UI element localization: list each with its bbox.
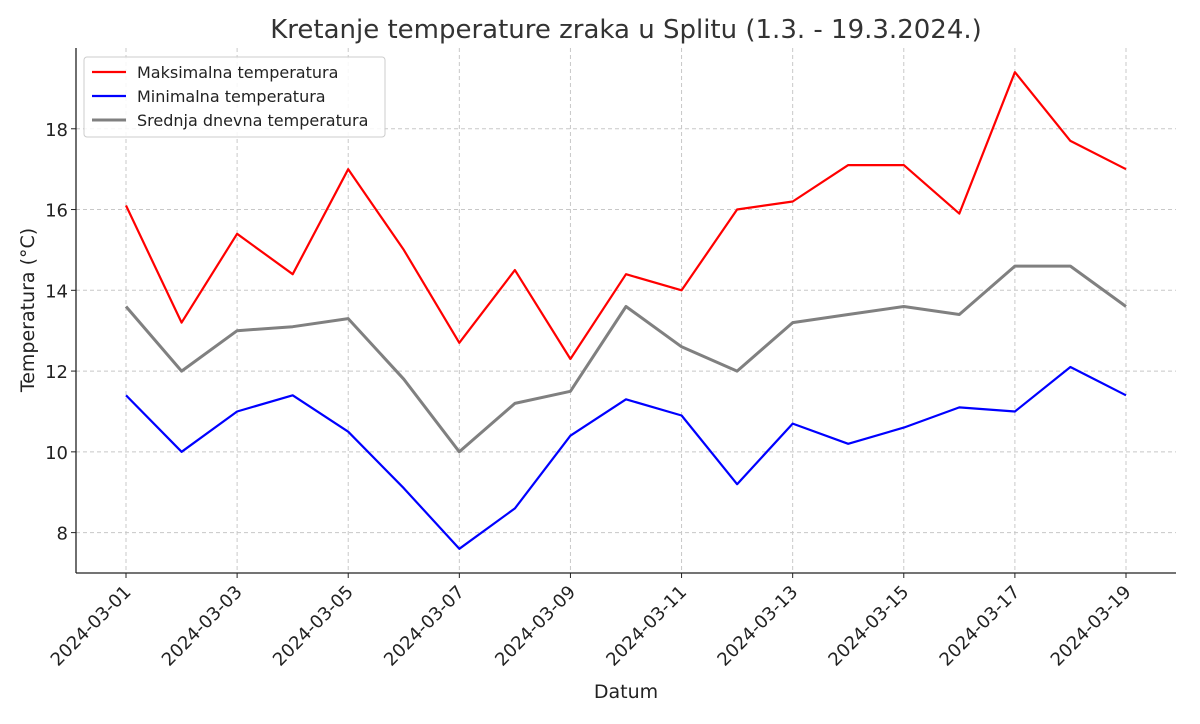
series-line-3 — [124, 264, 1127, 454]
y-tick-label: 10 — [45, 443, 68, 464]
x-axis-label: Datum — [594, 681, 658, 703]
x-tick-label: 2024-03-03 — [158, 582, 247, 671]
x-tick-label: 2024-03-19 — [1047, 582, 1136, 671]
y-axis-label: Temperatura (°C) — [17, 228, 39, 393]
x-tick-label: 2024-03-05 — [269, 582, 358, 671]
series-lines — [124, 71, 1127, 550]
x-tick-label: 2024-03-11 — [602, 582, 691, 671]
x-tick-label: 2024-03-17 — [936, 582, 1025, 671]
legend-box — [83, 56, 386, 138]
axes — [75, 48, 1176, 574]
series-line-2 — [125, 365, 1127, 550]
legend-label: Maksimalna temperatura — [137, 63, 338, 82]
legend: Maksimalna temperatura Minimalna temperat… — [83, 56, 386, 138]
x-tick-label: 2024-03-09 — [491, 582, 580, 671]
y-tick-label: 12 — [45, 362, 68, 383]
x-tick-label: 2024-03-07 — [380, 582, 469, 671]
chart-title: Kretanje temperature zraka u Splitu (1.3… — [270, 15, 982, 45]
y-tick-label: 18 — [45, 120, 68, 141]
x-tick-label: 2024-03-15 — [824, 582, 913, 671]
y-tick-label: 14 — [45, 281, 68, 302]
legend-label: Srednja dnevna temperatura — [137, 111, 368, 130]
y-tick-label: 8 — [57, 524, 68, 545]
legend-label: Minimalna temperatura — [137, 87, 326, 106]
x-tick-label: 2024-03-13 — [713, 582, 802, 671]
y-tick-label: 16 — [45, 201, 68, 222]
series-line-1 — [125, 71, 1127, 361]
x-tick-label: 2024-03-01 — [47, 582, 136, 671]
